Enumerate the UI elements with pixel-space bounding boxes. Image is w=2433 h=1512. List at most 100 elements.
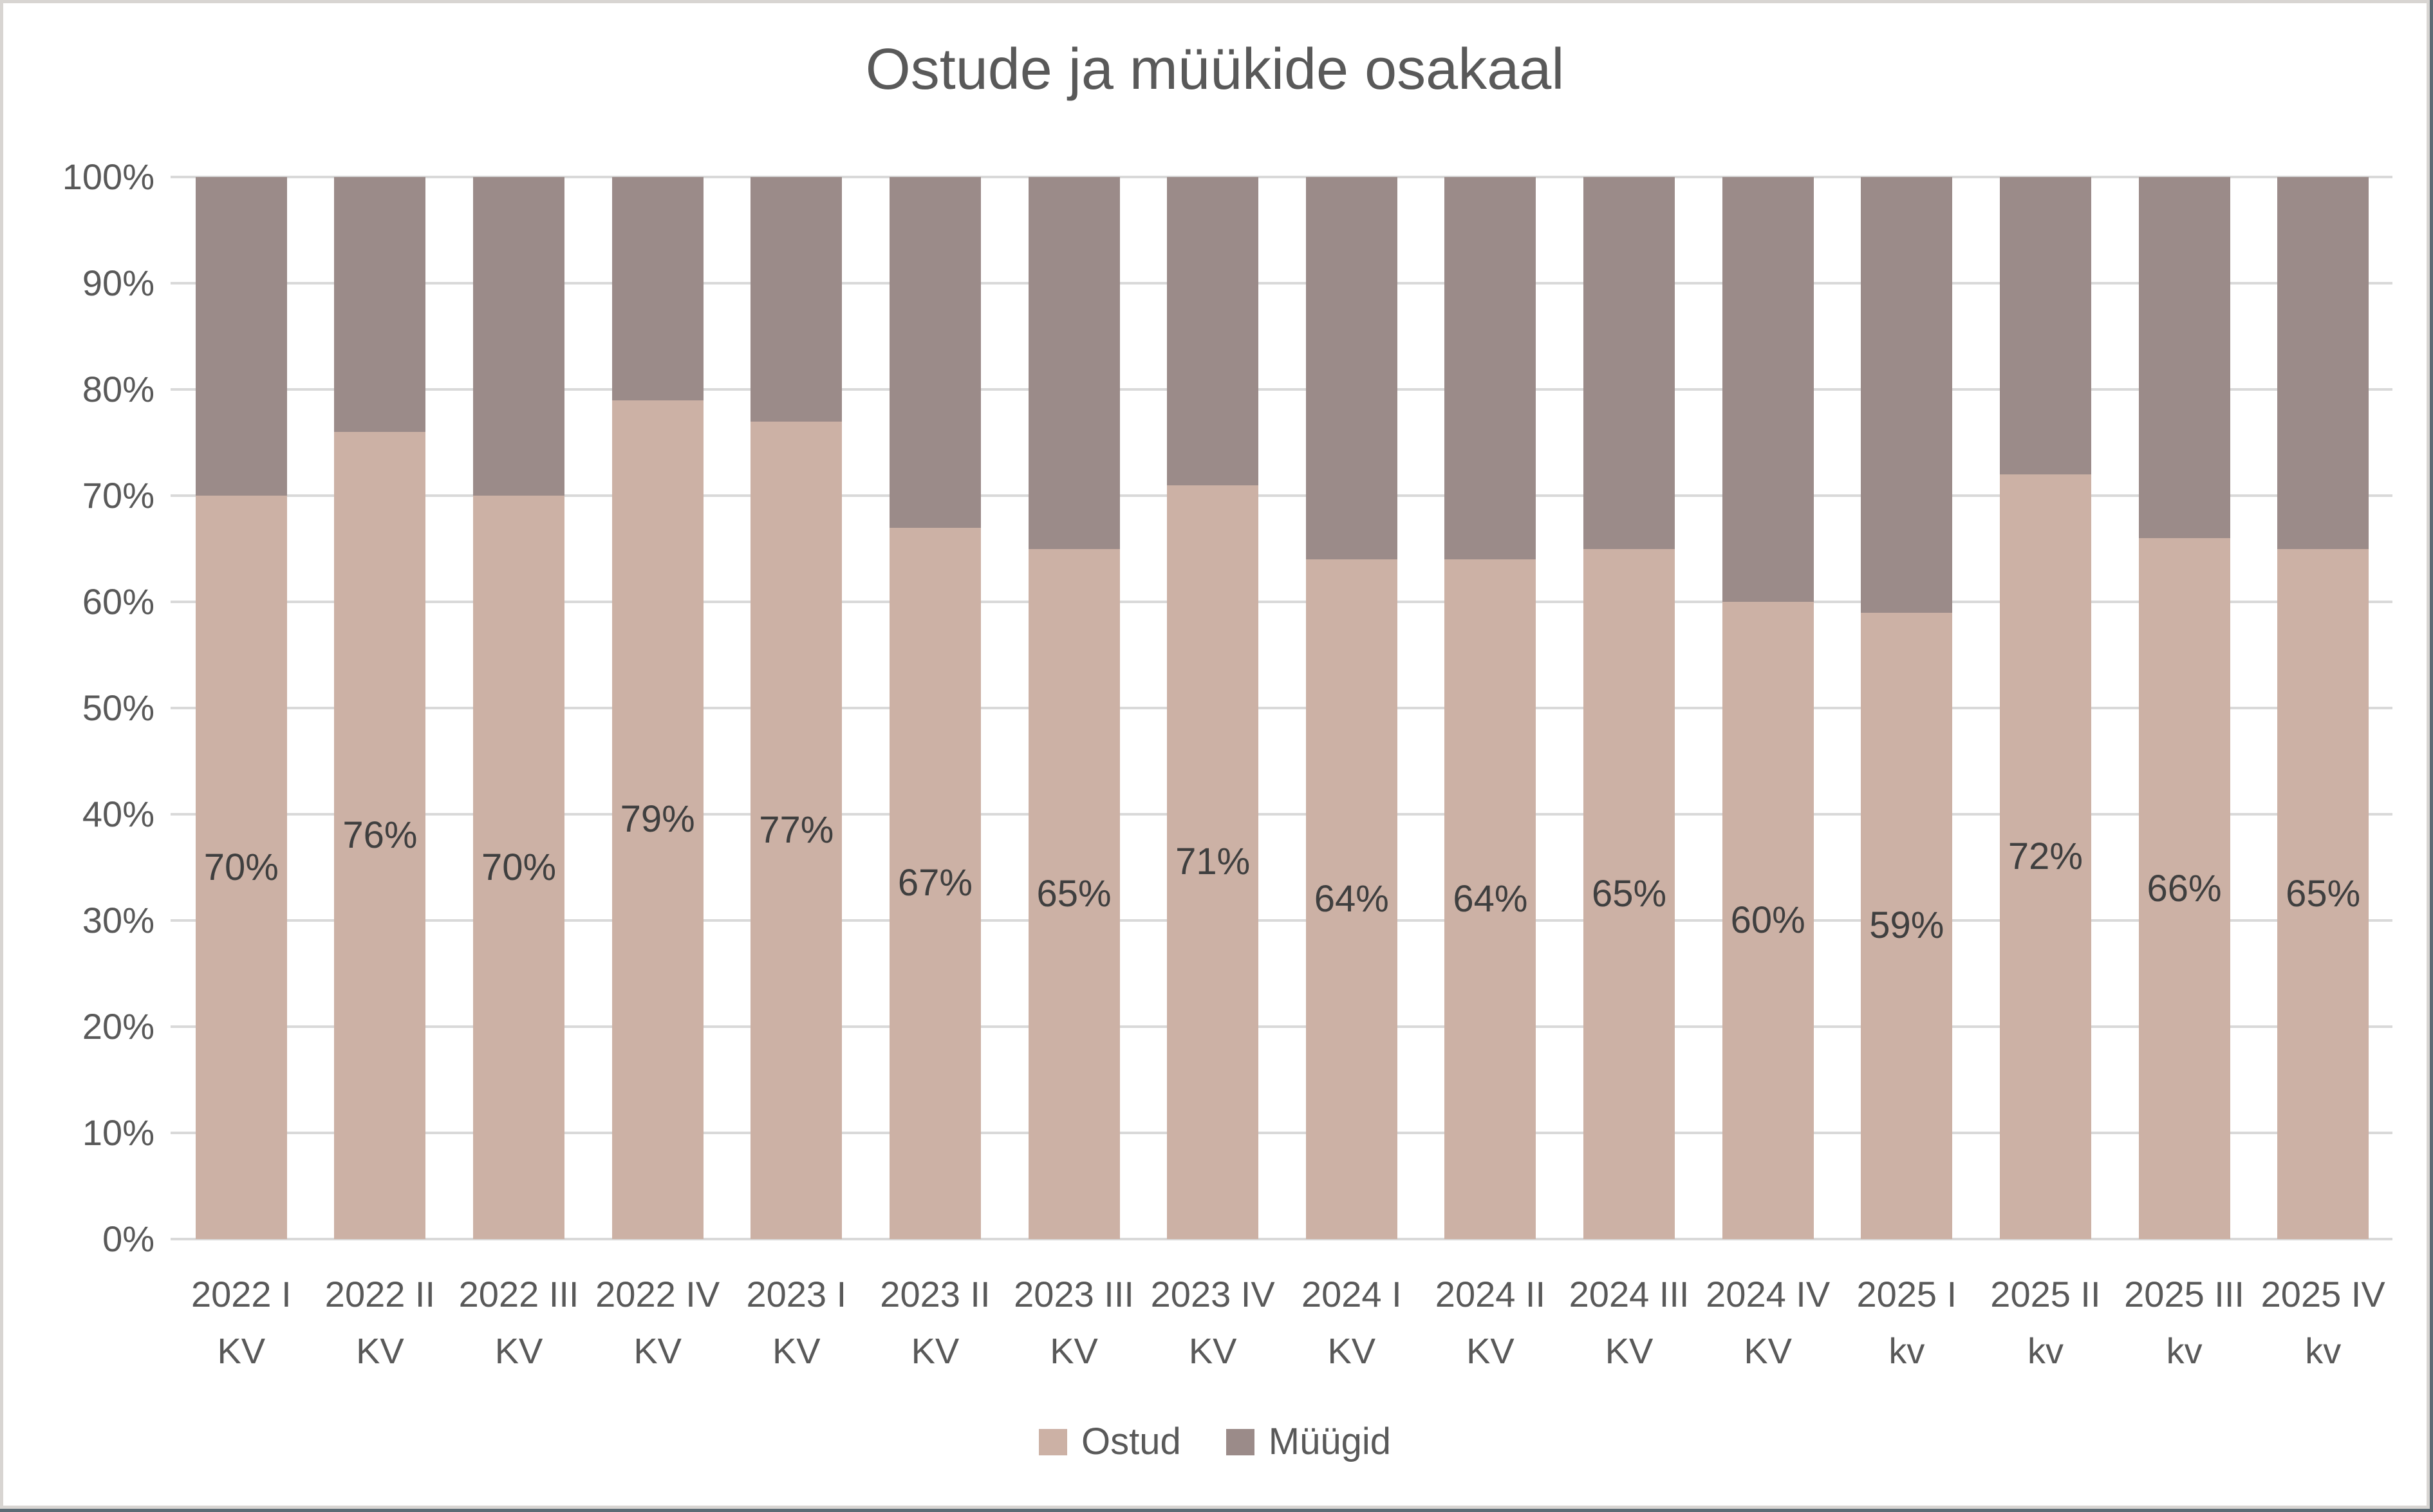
y-axis-tick bbox=[171, 1238, 195, 1240]
legend-swatch-ostud bbox=[1039, 1428, 1067, 1455]
bar-segment-muugid[interactable] bbox=[1167, 177, 1259, 485]
y-axis-tick bbox=[171, 176, 195, 178]
y-axis-tick bbox=[171, 1132, 195, 1134]
bar-segment-ostud[interactable] bbox=[1999, 474, 2091, 1239]
bar-segment-muugid[interactable] bbox=[334, 177, 426, 432]
plot-area: 100% 90% 80% 70% 60% 50% 40% 30% 20% 10% 0% 70% 2022… bbox=[3, 3, 2427, 1506]
y-axis-tick-label: 70% bbox=[82, 475, 154, 516]
y-axis-tick-label: 40% bbox=[82, 794, 154, 834]
bar-segment-ostud[interactable] bbox=[1167, 485, 1259, 1239]
y-axis-tick-label: 20% bbox=[82, 1006, 154, 1047]
bar-data-label: 71% bbox=[1175, 841, 1251, 883]
x-axis-label: 2025 II kv bbox=[1990, 1274, 2101, 1371]
bar-segment-ostud[interactable] bbox=[1583, 548, 1675, 1239]
legend-item-ostud[interactable]: Ostud bbox=[1039, 1423, 1181, 1461]
x-axis-label: 2022 II KV bbox=[324, 1274, 436, 1371]
y-axis-tick-label: 10% bbox=[82, 1112, 154, 1153]
bar-segment-muugid[interactable] bbox=[889, 177, 981, 528]
bar-segment-ostud[interactable] bbox=[889, 527, 981, 1239]
bar-segment-ostud[interactable] bbox=[2138, 538, 2230, 1239]
bar-segment-muugid[interactable] bbox=[2277, 177, 2369, 549]
gridline bbox=[195, 601, 2392, 603]
x-axis-label: 2025 I kv bbox=[1856, 1274, 1957, 1371]
x-axis-label: 2022 IV KV bbox=[595, 1274, 720, 1371]
bar-segment-ostud[interactable] bbox=[1444, 559, 1536, 1239]
y-axis-tick-label: 90% bbox=[82, 263, 154, 303]
y-axis-tick bbox=[171, 494, 195, 497]
x-axis-label: 2023 IV KV bbox=[1150, 1274, 1275, 1371]
gridline bbox=[195, 1132, 2392, 1134]
x-axis-label: 2025 IV kv bbox=[2261, 1274, 2385, 1371]
bar-data-label: 67% bbox=[897, 862, 973, 904]
bar-data-label: 77% bbox=[759, 808, 834, 851]
y-axis-tick bbox=[171, 707, 195, 709]
y-axis-tick bbox=[171, 919, 195, 922]
x-axis-label: 2022 III KV bbox=[458, 1274, 579, 1371]
bar-data-label: 64% bbox=[1314, 878, 1389, 920]
chart-title: Ostude ja müükide osakaal bbox=[865, 37, 1565, 102]
gridline bbox=[195, 282, 2392, 285]
y-axis-tick-label: 60% bbox=[82, 581, 154, 622]
bar-data-label: 59% bbox=[1869, 904, 1944, 947]
bar-segment-ostud[interactable] bbox=[195, 496, 287, 1239]
bar-segment-muugid[interactable] bbox=[750, 177, 843, 422]
x-axis-label: 2024 II KV bbox=[1435, 1274, 1546, 1371]
x-axis-label: 2023 II KV bbox=[880, 1274, 991, 1371]
x-axis-label: 2025 III kv bbox=[2124, 1274, 2244, 1371]
bar-segment-muugid[interactable] bbox=[195, 177, 287, 496]
gridline bbox=[195, 919, 2392, 922]
gridline bbox=[195, 176, 2392, 178]
y-axis-tick bbox=[171, 1025, 195, 1028]
bar-data-label: 66% bbox=[2147, 867, 2222, 910]
y-axis-tick bbox=[171, 813, 195, 816]
y-axis-tick-label: 100% bbox=[62, 156, 154, 197]
bar-segment-muugid[interactable] bbox=[1722, 177, 1814, 602]
bar-segment-muugid[interactable] bbox=[1444, 177, 1536, 559]
bar-segment-muugid[interactable] bbox=[1305, 177, 1397, 559]
bar-segment-muugid[interactable] bbox=[1861, 177, 1953, 613]
bar-segment-ostud[interactable] bbox=[1028, 548, 1120, 1239]
bar-data-label: 72% bbox=[2008, 835, 2083, 877]
bar-data-label: 64% bbox=[1453, 878, 1528, 920]
bar-segment-ostud[interactable] bbox=[611, 400, 704, 1239]
bar-segment-ostud[interactable] bbox=[473, 496, 565, 1239]
y-axis-tick bbox=[171, 388, 195, 391]
gridline bbox=[195, 1025, 2392, 1028]
bar-segment-muugid[interactable] bbox=[2138, 177, 2230, 538]
bar-data-label: 60% bbox=[1730, 899, 1805, 941]
y-axis-tick bbox=[171, 601, 195, 603]
bar-segment-muugid[interactable] bbox=[1028, 177, 1120, 549]
x-axis-label: 2023 I KV bbox=[746, 1274, 847, 1371]
legend: Ostud Müügid bbox=[3, 1423, 2427, 1461]
legend-swatch-muugid bbox=[1226, 1428, 1254, 1455]
bar-segment-muugid[interactable] bbox=[473, 177, 565, 496]
legend-item-muugid[interactable]: Müügid bbox=[1226, 1423, 1391, 1461]
gridline bbox=[195, 813, 2392, 816]
y-axis-tick-label: 50% bbox=[82, 687, 154, 728]
bar-segment-ostud[interactable] bbox=[1861, 612, 1953, 1239]
bar-data-label: 65% bbox=[1592, 872, 1667, 915]
bar-data-label: 70% bbox=[481, 846, 557, 888]
gridline bbox=[195, 494, 2392, 497]
legend-label: Ostud bbox=[1081, 1421, 1181, 1462]
y-axis-tick bbox=[171, 282, 195, 285]
bar-segment-ostud[interactable] bbox=[1722, 602, 1814, 1239]
gridline bbox=[172, 1238, 2392, 1240]
bar-segment-muugid[interactable] bbox=[611, 177, 704, 400]
bar-segment-muugid[interactable] bbox=[1999, 177, 2091, 474]
bar-data-label: 65% bbox=[1036, 872, 1112, 915]
bar-segment-ostud[interactable] bbox=[334, 432, 426, 1239]
bar-data-label: 70% bbox=[203, 846, 279, 888]
x-axis-label: 2024 I KV bbox=[1301, 1274, 1402, 1371]
legend-label: Müügid bbox=[1268, 1421, 1391, 1462]
bar-segment-ostud[interactable] bbox=[1305, 559, 1397, 1239]
bar-segment-ostud[interactable] bbox=[2277, 548, 2369, 1239]
y-axis-tick-label: 30% bbox=[82, 900, 154, 940]
x-axis-label: 2022 I KV bbox=[191, 1274, 292, 1371]
bar-data-label: 76% bbox=[342, 814, 418, 856]
bar-segment-ostud[interactable] bbox=[750, 421, 843, 1239]
gridline bbox=[195, 707, 2392, 709]
y-axis-tick-label: 80% bbox=[82, 369, 154, 409]
bar-segment-muugid[interactable] bbox=[1583, 177, 1675, 549]
